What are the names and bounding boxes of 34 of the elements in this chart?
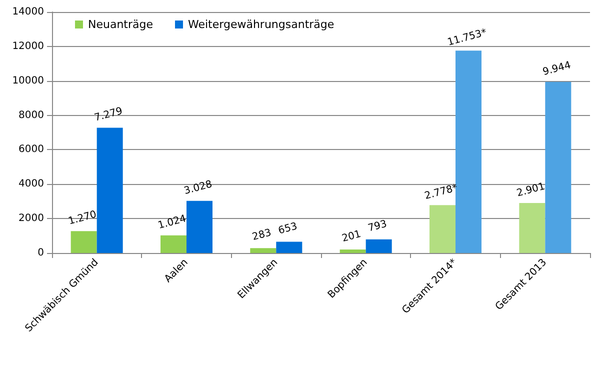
data-label: 7.279 xyxy=(93,106,124,124)
y-tick-label: 0 xyxy=(38,248,44,258)
y-tick-label: 10000 xyxy=(12,75,44,86)
legend-label: Neuanträge xyxy=(88,18,154,31)
bar xyxy=(456,50,482,253)
data-label: 11.753* xyxy=(446,27,488,48)
y-tick-label: 6000 xyxy=(18,144,44,156)
bar xyxy=(430,205,456,253)
bar xyxy=(545,82,572,253)
bar xyxy=(96,128,123,253)
bar xyxy=(160,235,186,253)
y-tick-label: 4000 xyxy=(18,178,44,190)
data-label: 2.901 xyxy=(516,181,546,200)
data-label: 653 xyxy=(277,221,299,237)
y-tick-label: 12000 xyxy=(12,40,44,52)
data-label: 3.028 xyxy=(182,179,214,198)
data-label: 793 xyxy=(366,218,388,234)
bar xyxy=(70,231,97,253)
data-label: 1.024 xyxy=(156,214,188,232)
y-tick-label: 8000 xyxy=(18,110,44,121)
bar xyxy=(186,200,212,253)
data-label: 1.270 xyxy=(67,209,98,228)
data-label: 283 xyxy=(251,228,273,244)
data-label: 201 xyxy=(340,228,362,244)
y-tick-label: 14000 xyxy=(12,6,44,18)
y-tick-label: 2000 xyxy=(18,213,44,224)
data-label: 9.944 xyxy=(542,60,572,78)
bar xyxy=(519,203,546,253)
legend-label: Weitergewährungsanträge xyxy=(188,18,334,31)
bar xyxy=(250,248,276,253)
bar xyxy=(340,250,366,253)
bar xyxy=(276,242,302,253)
data-label: 2.778* xyxy=(424,182,459,202)
bar xyxy=(366,239,392,253)
